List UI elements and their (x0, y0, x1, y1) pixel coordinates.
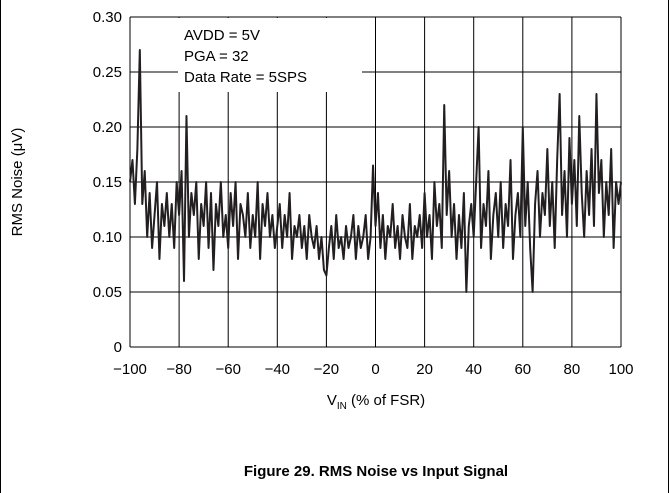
y-tick-label: 0.15 (93, 174, 122, 191)
x-tick-label: 0 (371, 361, 379, 378)
x-tick-label: −80 (166, 361, 191, 378)
x-tick-label: −60 (215, 361, 240, 378)
x-tick-label: 20 (416, 361, 433, 378)
x-axis-label: VIN (% of FSR) (327, 392, 425, 412)
annotation: PGA = 32 (184, 48, 249, 65)
y-tick-label: 0.05 (93, 284, 122, 301)
x-tick-label: −40 (265, 361, 290, 378)
x-tick-label: 100 (608, 361, 633, 378)
x-tick-label: −20 (314, 361, 339, 378)
y-tick-label: 0.25 (93, 64, 122, 81)
x-tick-label: 60 (514, 361, 531, 378)
x-tick-label: −100 (113, 361, 147, 378)
noise-line (129, 49, 622, 293)
y-tick-label: 0.20 (93, 119, 122, 136)
y-axis-label: RMS Noise (μV) (9, 128, 26, 237)
y-tick-label: 0.10 (93, 229, 122, 246)
annotation-box (178, 18, 362, 92)
annotation: Data Rate = 5SPS (184, 69, 307, 86)
annotation: AVDD = 5V (184, 27, 260, 44)
y-tick-label: 0.30 (93, 9, 122, 26)
y-tick-label: 0 (114, 339, 122, 356)
x-tick-label: 40 (465, 361, 482, 378)
figure-caption: Figure 29. RMS Noise vs Input Signal (244, 463, 508, 480)
x-tick-label: 80 (564, 361, 581, 378)
